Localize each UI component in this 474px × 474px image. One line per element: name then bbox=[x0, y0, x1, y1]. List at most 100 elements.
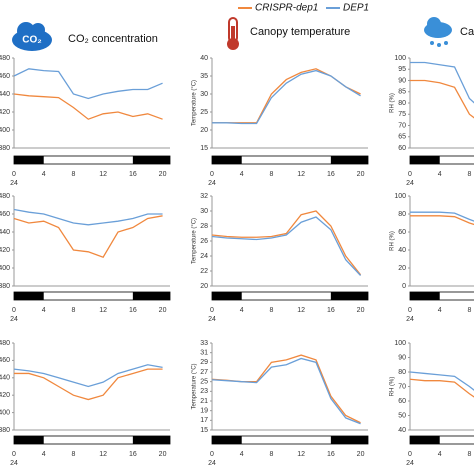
x-tick-label: 0 bbox=[12, 171, 16, 178]
y-tick-label: 380 bbox=[0, 427, 10, 434]
x-tick-label: 20 bbox=[159, 451, 167, 458]
legend-label: CRISPR-dep1 bbox=[255, 3, 318, 14]
y-tick-label: 90 bbox=[398, 354, 406, 361]
y-tick-label: 100 bbox=[394, 340, 406, 347]
y-tick-label: 460 bbox=[0, 73, 10, 80]
y-tick-label: 40 bbox=[200, 55, 208, 62]
dark-period bbox=[410, 436, 440, 444]
x-tick-label: 8 bbox=[467, 171, 471, 178]
y-axis-label: Temperature (°C) bbox=[192, 218, 198, 264]
y-tick-label: 80 bbox=[398, 211, 406, 218]
y-tick-label: 20 bbox=[200, 127, 208, 134]
x-tick-label: 4 bbox=[438, 171, 442, 178]
x-tick-label: 8 bbox=[269, 307, 273, 314]
y-tick-label: 460 bbox=[0, 357, 10, 364]
x-tick-label: 12 bbox=[297, 307, 305, 314]
series-line bbox=[211, 210, 362, 276]
x-tick-label: 8 bbox=[467, 451, 471, 458]
series-line bbox=[211, 357, 361, 425]
y-tick-label: 65 bbox=[398, 134, 406, 141]
y-tick-label: 28 bbox=[200, 223, 208, 230]
x-note: 24 bbox=[406, 460, 414, 467]
x-tick-label: 8 bbox=[71, 171, 75, 178]
series-line bbox=[410, 211, 474, 222]
x-tick-label: 0 bbox=[210, 451, 214, 458]
y-tick-label: 85 bbox=[398, 89, 406, 96]
y-tick-label: 440 bbox=[0, 375, 10, 382]
y-tick-label: 420 bbox=[0, 392, 10, 399]
y-axis-label: RH (%) bbox=[390, 377, 396, 397]
y-tick-label: 33 bbox=[200, 340, 208, 347]
x-note: 24 bbox=[208, 460, 216, 467]
series-line bbox=[212, 68, 361, 124]
header: Canopy temperature bbox=[250, 26, 350, 38]
x-tick-label: 4 bbox=[240, 451, 244, 458]
y-tick-label: 30 bbox=[200, 208, 208, 215]
series-line bbox=[212, 69, 361, 125]
co2-icon: CO₂ bbox=[12, 22, 52, 51]
y-tick-label: 29 bbox=[200, 359, 208, 366]
x-tick-label: 8 bbox=[269, 171, 273, 178]
series-line bbox=[13, 364, 163, 388]
thermometer-icon bbox=[227, 17, 239, 50]
y-tick-label: 22 bbox=[200, 268, 208, 275]
x-tick-label: 8 bbox=[71, 307, 75, 314]
y-tick-label: 400 bbox=[0, 265, 10, 272]
y-tick-label: 90 bbox=[398, 77, 406, 84]
dark-period bbox=[212, 156, 242, 164]
x-tick-label: 4 bbox=[240, 307, 244, 314]
x-tick-label: 8 bbox=[467, 307, 471, 314]
y-tick-label: 60 bbox=[398, 229, 406, 236]
y-tick-label: 25 bbox=[200, 379, 208, 386]
x-tick-label: 0 bbox=[210, 307, 214, 314]
series-line bbox=[14, 368, 163, 401]
x-tick-label: 4 bbox=[42, 451, 46, 458]
y-tick-label: 40 bbox=[398, 247, 406, 254]
dark-period bbox=[410, 292, 440, 300]
x-tick-label: 20 bbox=[357, 171, 365, 178]
y-tick-label: 19 bbox=[200, 408, 208, 415]
y-tick-label: 480 bbox=[0, 55, 10, 62]
x-tick-label: 16 bbox=[327, 171, 335, 178]
series-line bbox=[13, 208, 163, 226]
y-tick-label: 21 bbox=[200, 398, 208, 405]
x-note: 24 bbox=[208, 316, 216, 323]
x-tick-label: 12 bbox=[297, 171, 305, 178]
y-tick-label: 95 bbox=[398, 66, 406, 73]
series-line bbox=[410, 61, 474, 104]
x-tick-label: 20 bbox=[357, 451, 365, 458]
dark-period bbox=[212, 436, 242, 444]
y-tick-label: 50 bbox=[398, 412, 406, 419]
x-tick-label: 12 bbox=[99, 171, 107, 178]
legend-label: DEP1 bbox=[343, 3, 369, 14]
dark-period bbox=[330, 156, 368, 164]
x-tick-label: 16 bbox=[129, 451, 137, 458]
x-tick-label: 0 bbox=[408, 171, 412, 178]
y-tick-label: 20 bbox=[398, 265, 406, 272]
y-tick-label: 420 bbox=[0, 247, 10, 254]
dark-period bbox=[212, 292, 242, 300]
y-tick-label: 24 bbox=[200, 253, 208, 260]
y-tick-label: 420 bbox=[0, 109, 10, 116]
dark-period bbox=[410, 156, 440, 164]
y-tick-label: 480 bbox=[0, 340, 10, 347]
x-tick-label: 12 bbox=[99, 307, 107, 314]
y-tick-label: 32 bbox=[200, 193, 208, 200]
series-line bbox=[409, 371, 474, 391]
dark-period bbox=[132, 436, 170, 444]
x-tick-label: 8 bbox=[269, 451, 273, 458]
y-tick-label: 440 bbox=[0, 229, 10, 236]
dark-period bbox=[330, 292, 368, 300]
y-tick-label: 440 bbox=[0, 91, 10, 98]
y-tick-label: 70 bbox=[398, 383, 406, 390]
x-tick-label: 16 bbox=[327, 307, 335, 314]
x-tick-label: 0 bbox=[12, 451, 16, 458]
y-tick-label: 400 bbox=[0, 409, 10, 416]
dark-period bbox=[132, 292, 170, 300]
series-line bbox=[410, 79, 474, 119]
x-tick-label: 16 bbox=[129, 307, 137, 314]
dark-period bbox=[132, 156, 170, 164]
dark-period bbox=[14, 156, 44, 164]
y-tick-label: 100 bbox=[394, 193, 406, 200]
y-tick-label: 15 bbox=[200, 145, 208, 152]
